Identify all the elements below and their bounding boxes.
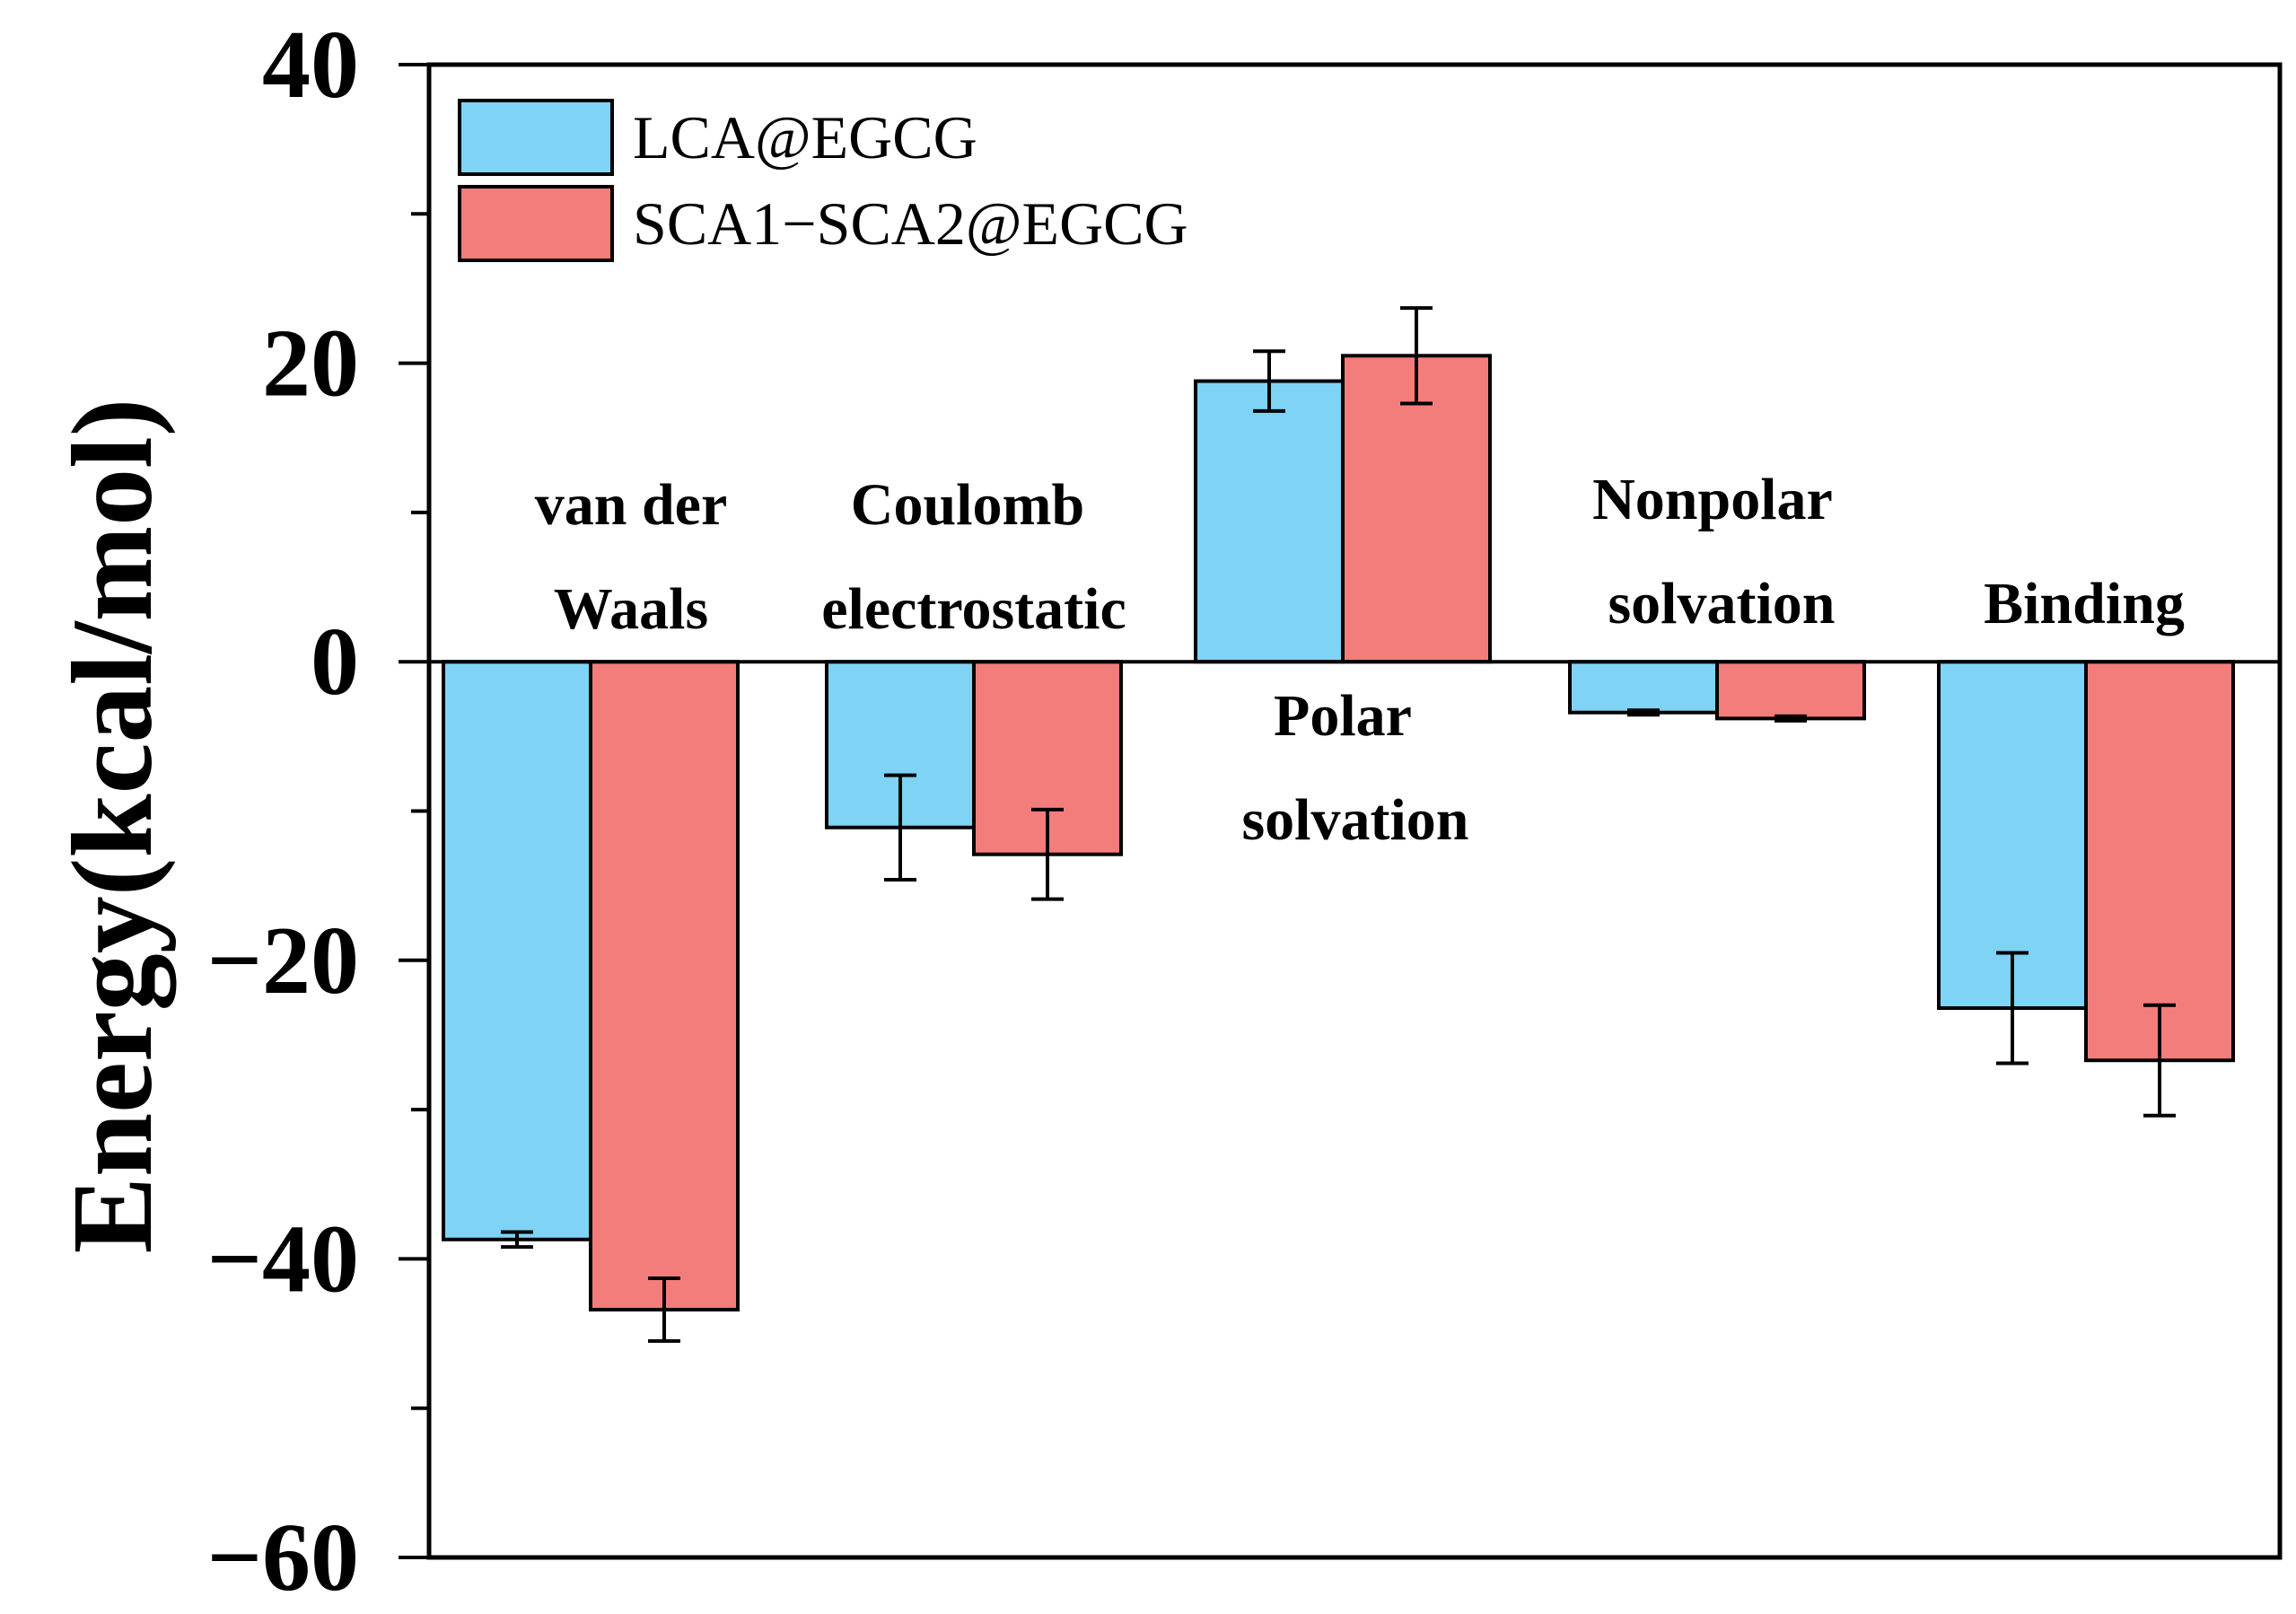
legend-swatch-2: [458, 185, 614, 262]
error-bar-s1-c4: [1627, 708, 1660, 717]
bar-s1-c4: [1568, 660, 1719, 715]
category-label-c2-line1: Coulomb: [851, 472, 1084, 538]
bar-s2-c3: [1341, 354, 1492, 664]
bar-s1-c1: [442, 660, 592, 1241]
error-bars-layer: [501, 306, 2176, 1343]
y-tick-label: 0: [311, 609, 359, 715]
error-bar-s2-c4: [1775, 714, 1807, 723]
legend-swatch-1: [458, 99, 614, 176]
error-bar-s1-c5: [1996, 951, 2029, 1066]
category-label-c1-line1: van der: [535, 472, 728, 538]
y-tick-label: 40: [262, 12, 359, 118]
y-tick-label: 20: [262, 311, 359, 417]
bar-s2-c5: [2084, 660, 2235, 1063]
error-bar-s2-c5: [2143, 1003, 2176, 1118]
error-bar-s1-c3: [1253, 349, 1285, 413]
error-bar-s2-c3: [1400, 306, 1433, 406]
y-tick-label: −20: [206, 908, 359, 1014]
error-bar-s1-c2: [884, 773, 916, 882]
y-axis-layer: 40 20 0 −20 −40 −60: [206, 12, 429, 1611]
error-bar-s2-c1: [648, 1276, 680, 1343]
category-label-c3-line1: Polar: [1274, 683, 1412, 749]
bar-s1-c3: [1194, 379, 1345, 664]
category-label-c3-line2: solvation: [1241, 787, 1468, 853]
category-label-c4-line2: solvation: [1608, 571, 1835, 636]
category-label-c4-line1: Nonpolar: [1592, 467, 1833, 532]
legend: LCA@EGCG SCA1−SCA2@EGCG: [458, 99, 1188, 262]
error-bar-s1-c1: [501, 1230, 533, 1250]
category-label-c1-line2: Waals: [554, 576, 708, 642]
category-labels-layer: van der Waals Coulomb electrostatic Polar sol…: [535, 467, 2185, 853]
category-label-c2-line2: electrostatic: [821, 576, 1126, 642]
category-label-c5-line1: Binding: [1984, 571, 2185, 636]
y-tick-label: −40: [206, 1206, 359, 1312]
legend-label-2: SCA1−SCA2@EGCG: [633, 189, 1188, 258]
legend-label-1: LCA@EGCG: [633, 103, 977, 171]
y-tick-label: −60: [206, 1504, 359, 1611]
error-bar-s2-c2: [1031, 807, 1064, 901]
bar-s2-c1: [589, 660, 740, 1311]
y-axis-title: Energy(kcal/mol): [48, 399, 176, 1254]
bar-s2-c4: [1715, 660, 1866, 721]
